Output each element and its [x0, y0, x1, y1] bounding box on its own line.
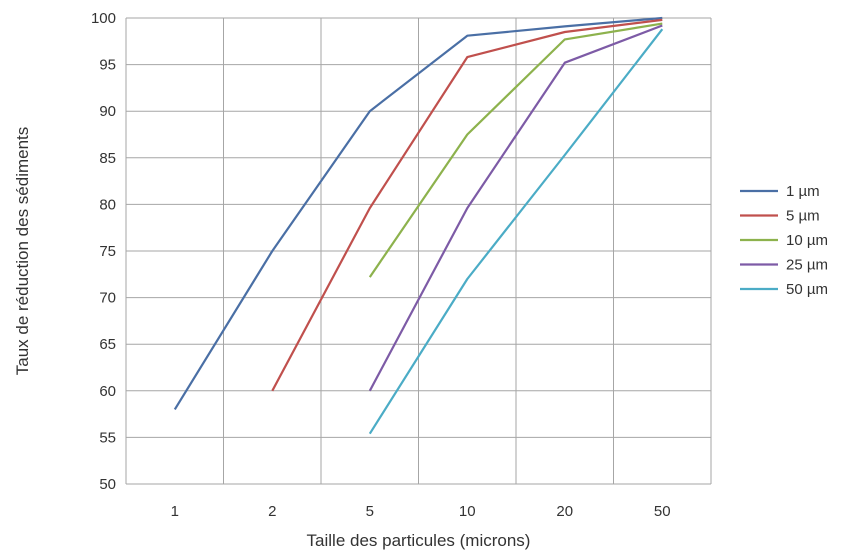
y-tick-label: 100 — [91, 10, 116, 27]
legend-label: 10 µm — [786, 232, 828, 249]
x-tick-label: 5 — [366, 503, 374, 520]
x-tick-label: 2 — [268, 503, 276, 520]
grid — [125, 17, 712, 485]
legend-label: 25 µm — [786, 257, 828, 274]
y-tick-label: 95 — [99, 57, 116, 74]
x-tick-label: 20 — [556, 503, 573, 520]
x-tick-label: 10 — [459, 503, 476, 520]
y-tick-label: 60 — [99, 383, 116, 400]
y-tick-label: 75 — [99, 243, 116, 260]
y-tick-label: 85 — [99, 150, 116, 167]
x-tick-label: 1 — [171, 503, 179, 520]
y-tick-label: 50 — [99, 476, 116, 493]
series-line — [368, 24, 663, 392]
series-line — [271, 18, 663, 392]
x-axis-ticks: 1 2 5 10 20 50 — [171, 503, 671, 520]
y-tick-label: 55 — [99, 429, 116, 446]
y-tick-label: 70 — [99, 290, 116, 307]
legend-label: 1 µm — [786, 183, 820, 200]
y-axis-title: Taux de réduction des sédiments — [13, 127, 32, 376]
legend-label: 5 µm — [786, 208, 820, 225]
series-line — [173, 16, 663, 410]
series-line — [368, 22, 663, 278]
y-tick-label: 90 — [99, 103, 116, 120]
x-tick-label: 50 — [654, 503, 671, 520]
legend: 1 µm 5 µm 10 µm 25 µm 50 µm — [740, 183, 828, 298]
x-axis-title: Taille des particules (microns) — [307, 531, 531, 550]
series-line — [368, 28, 664, 435]
y-tick-label: 65 — [99, 336, 116, 353]
series-lines — [173, 16, 664, 435]
legend-label: 50 µm — [786, 281, 828, 298]
y-tick-label: 80 — [99, 196, 116, 213]
y-axis-ticks: 50 55 60 65 70 75 80 85 90 95 100 — [91, 10, 116, 493]
